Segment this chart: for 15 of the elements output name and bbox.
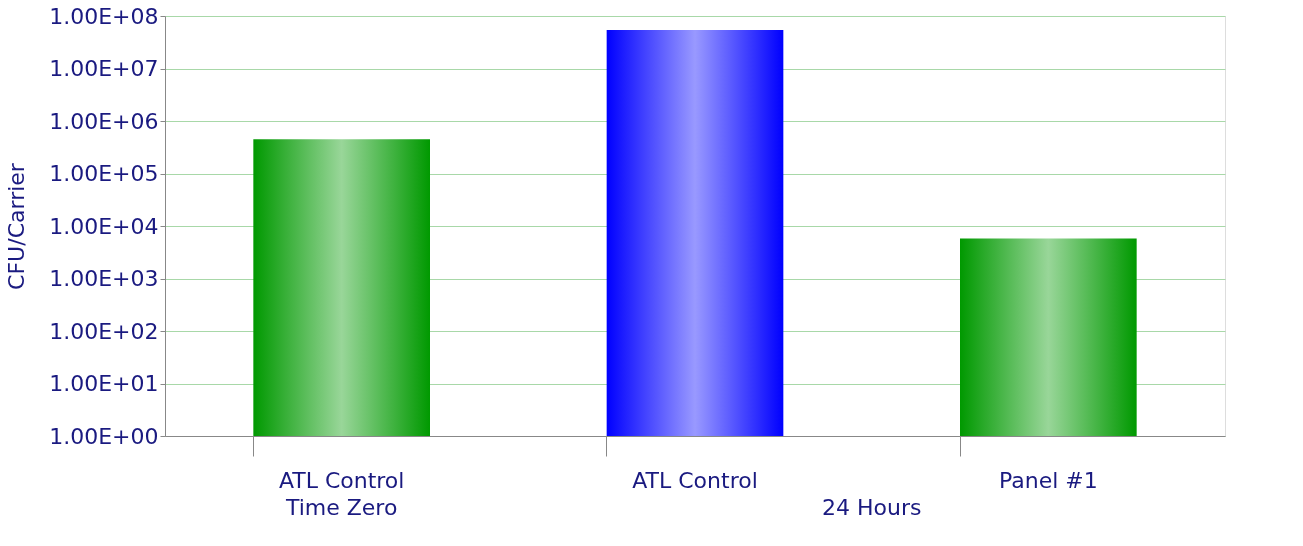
text: Time Zero: [284, 495, 398, 520]
y-tick-label: 1.00E+04: [49, 213, 159, 239]
x-tick-label: ATL Control: [632, 467, 758, 493]
y-tick-label: 1.00E+02: [49, 318, 159, 344]
y-tick-label: 1.00E+06: [49, 108, 159, 134]
text: 24 Hours: [821, 495, 922, 520]
y-tick-label: 1.00E+00: [49, 423, 159, 449]
y-tick-label: 1.00E+08: [49, 3, 159, 29]
y-tick-label: 1.00E+07: [49, 56, 159, 81]
y-tick-label: 1.00E+05: [49, 161, 159, 186]
x-tick-label: ATL Control: [278, 467, 405, 493]
y-tick-label: 1.00E+03: [49, 266, 159, 291]
x-tick-label: Panel #1: [998, 467, 1098, 493]
y-axis-title: CFU/Carrier: [4, 162, 30, 290]
y-tick-label: 1.00E+01: [49, 371, 159, 396]
